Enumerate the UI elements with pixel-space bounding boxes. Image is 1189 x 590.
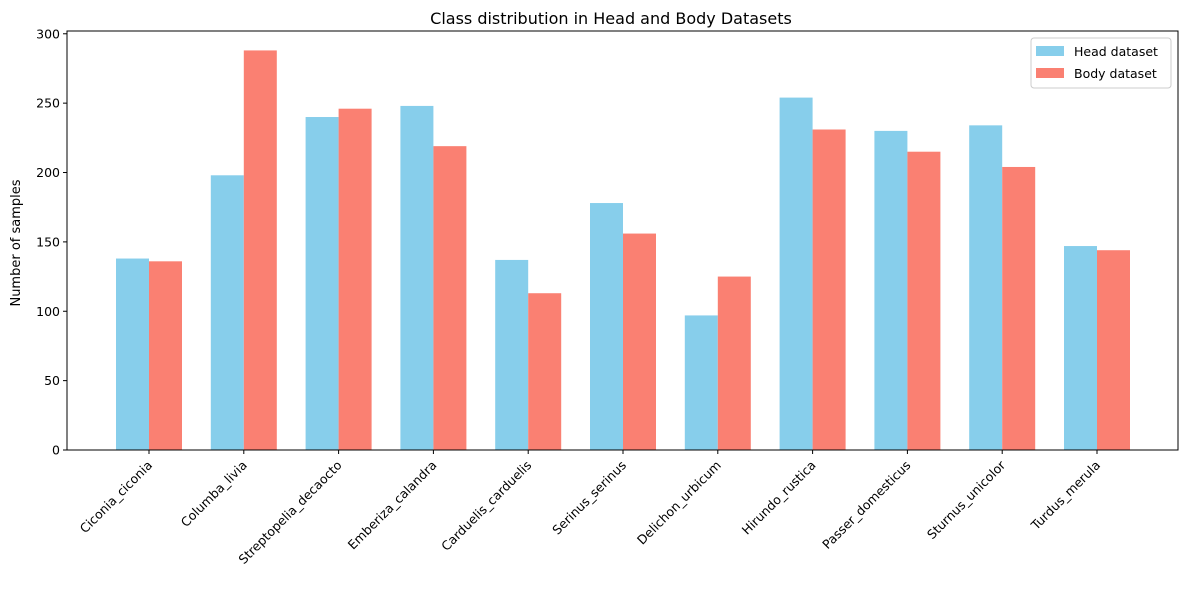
- legend-swatch: [1036, 68, 1064, 78]
- y-tick-label: 200: [36, 165, 60, 180]
- head-bar-hirundo-rustica: [779, 97, 813, 451]
- body-bar-passer-domesticus: [907, 151, 941, 450]
- head-bar-emberiza-calandra: [400, 105, 434, 450]
- body-bar-delichon-urbicum: [717, 276, 751, 450]
- y-tick-label: 100: [36, 304, 60, 319]
- legend: Head dataset Body dataset: [1030, 37, 1172, 89]
- head-bar-carduelis-carduelis: [495, 259, 529, 450]
- x-tick-label: Ciconia_ciconia: [77, 458, 155, 536]
- head-bar-sturnus-unicolor: [969, 125, 1003, 451]
- body-bar-hirundo-rustica: [812, 129, 846, 450]
- legend-box: [1030, 37, 1172, 89]
- head-bar-streptopelia-decaocto: [305, 117, 339, 450]
- x-tick-label: Columba_livia: [178, 458, 250, 530]
- plot-area: 0 50 100 150 200 250 300 Ciconia_ciconia Columba…: [36, 26, 1179, 567]
- body-bar-sturnus-unicolor: [1002, 166, 1036, 450]
- x-tick-label: Delichon_urbicum: [634, 458, 724, 548]
- y-tick-label: 300: [36, 26, 60, 41]
- chart-title: Class distribution in Head and Body Data…: [430, 9, 792, 28]
- x-tick-label: Hirundo_rustica: [739, 458, 819, 538]
- y-tick-label: 50: [44, 373, 60, 388]
- body-bar-emberiza-calandra: [433, 146, 467, 450]
- x-tick-label: Passer_domesticus: [819, 458, 913, 552]
- body-bar-serinus-serinus: [623, 233, 656, 450]
- head-bar-turdus-merula: [1064, 246, 1097, 450]
- head-bar-ciconia-ciconia: [116, 258, 149, 450]
- y-axis-label: Number of samples: [9, 179, 24, 306]
- head-bar-delichon-urbicum: [684, 315, 718, 450]
- y-tick-label: 0: [52, 443, 60, 458]
- body-bar-carduelis-carduelis: [528, 293, 562, 450]
- legend-label: Body dataset: [1074, 66, 1157, 81]
- y-tick-label: 150: [36, 234, 60, 249]
- x-tick-label: Streptopelia_decaocto: [235, 458, 344, 567]
- body-bar-streptopelia-decaocto: [338, 108, 372, 450]
- x-tick-label: Serinus_serinus: [549, 458, 629, 538]
- body-bar-ciconia-ciconia: [149, 261, 182, 450]
- x-tick-label: Sturnus_unicolor: [924, 457, 1009, 542]
- head-bar-passer-domesticus: [874, 130, 908, 450]
- body-bar-columba-livia: [243, 50, 277, 451]
- legend-label: Head dataset: [1074, 44, 1158, 59]
- head-bar-columba-livia: [210, 175, 244, 451]
- x-tick-label: Carduelis_carduelis: [438, 458, 534, 554]
- x-tick-label: Emberiza_calandra: [345, 458, 440, 553]
- body-bar-turdus-merula: [1097, 250, 1130, 450]
- y-tick-label: 250: [36, 96, 60, 111]
- x-tick-label: Turdus_merula: [1027, 458, 1103, 534]
- head-bar-serinus-serinus: [590, 203, 623, 450]
- legend-swatch: [1036, 46, 1064, 56]
